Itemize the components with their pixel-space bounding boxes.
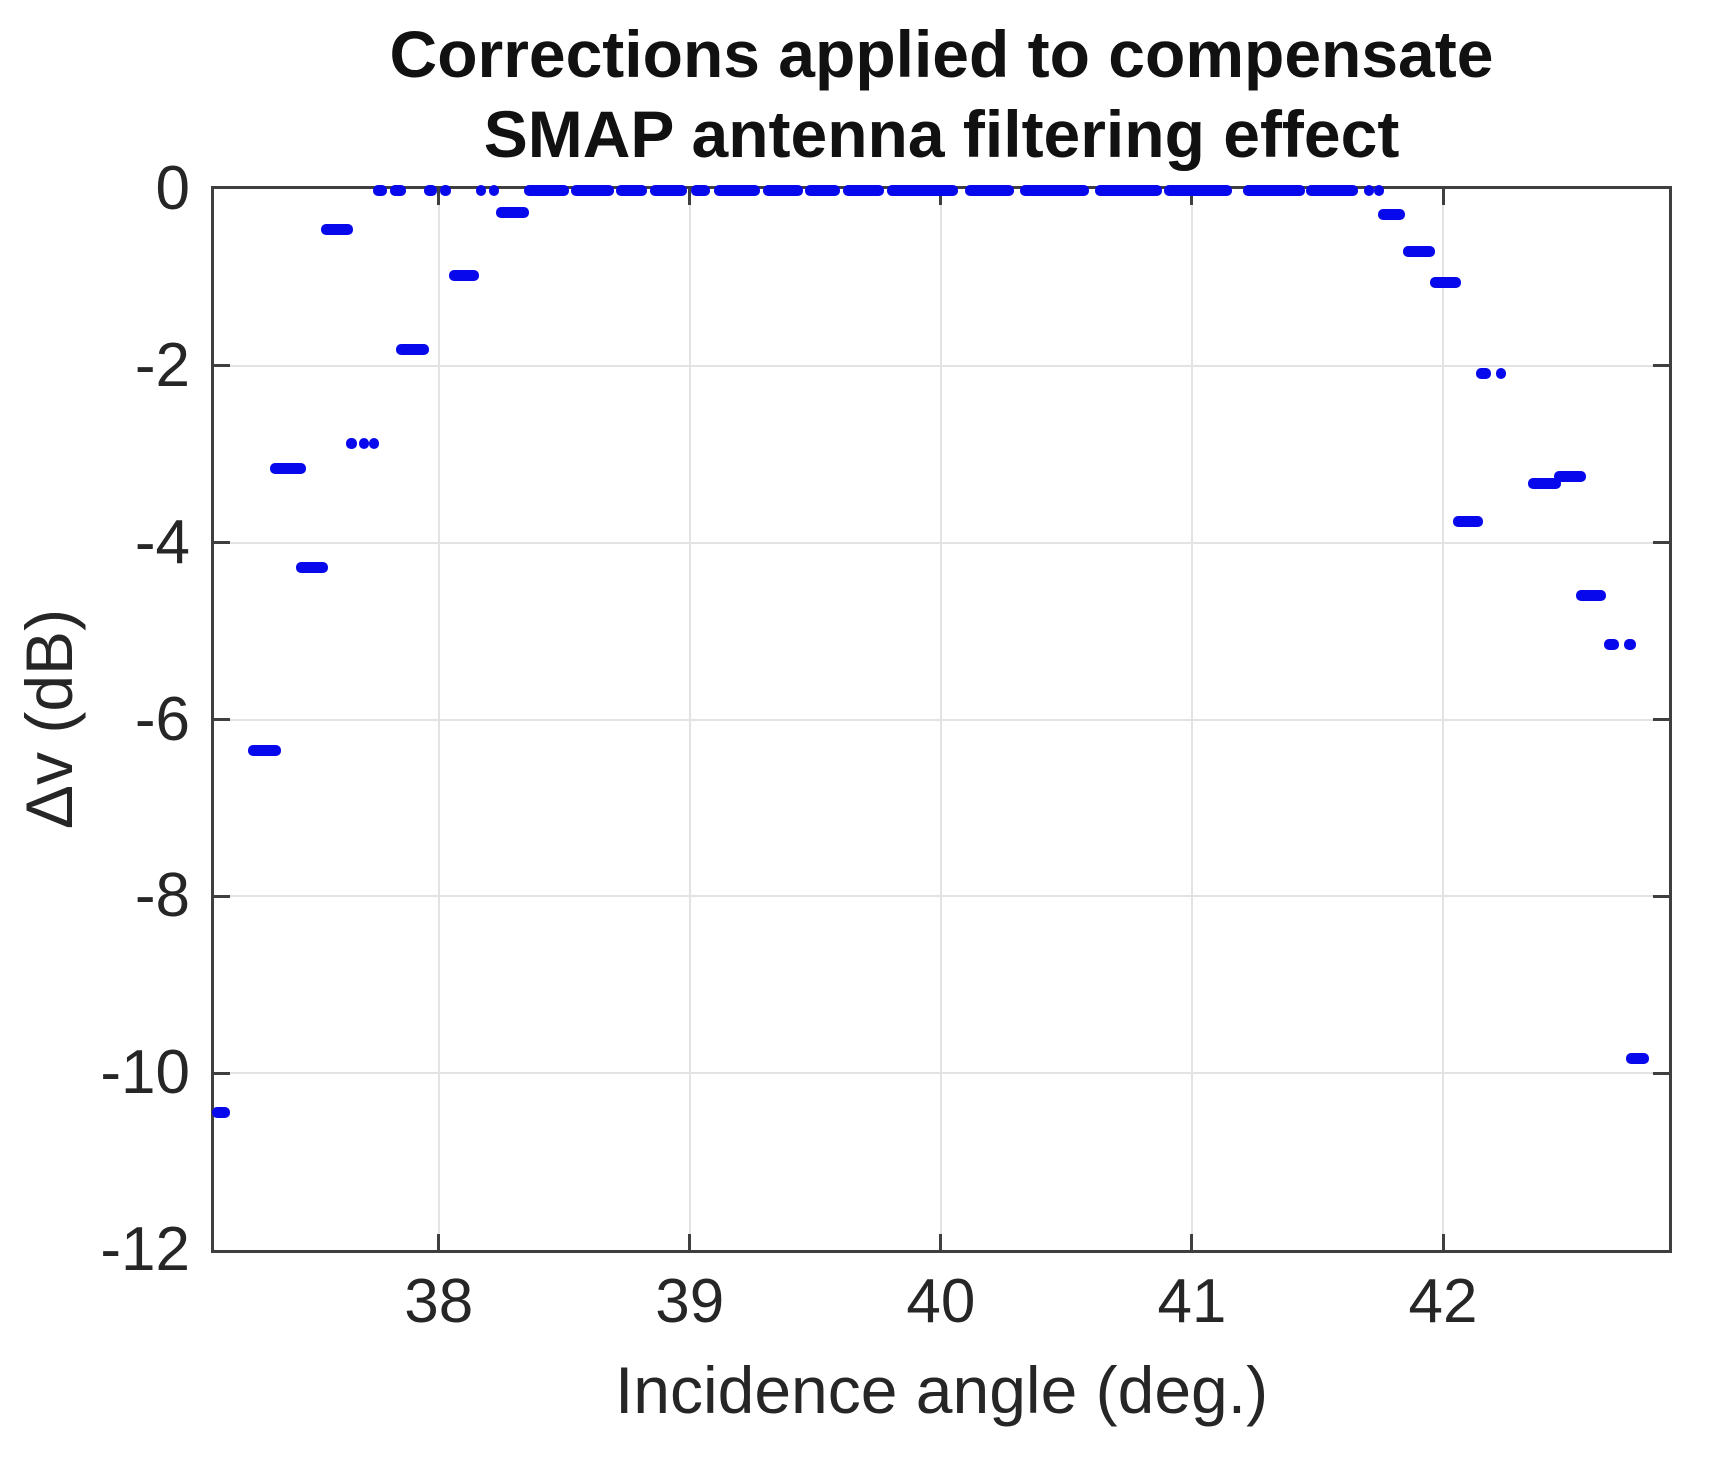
data-dash	[1603, 638, 1619, 650]
data-dash	[1377, 209, 1406, 221]
y-axis-label: Δv (dB)	[12, 608, 86, 830]
data-dash	[1095, 185, 1162, 197]
y-tick-mark	[214, 718, 230, 721]
data-dash	[320, 224, 354, 236]
x-tick-mark-top	[1441, 189, 1445, 205]
data-dash	[345, 438, 358, 450]
data-dash	[1528, 477, 1562, 489]
x-tick-mark-top	[939, 189, 943, 205]
data-dash	[496, 207, 530, 219]
data-dash	[295, 561, 329, 573]
y-tick-mark	[214, 364, 230, 368]
y-tick-label: 0	[155, 154, 190, 223]
x-tick-label: 40	[906, 1267, 976, 1336]
x-tick-mark	[1441, 1234, 1445, 1250]
data-dash	[1495, 368, 1506, 380]
data-dash	[1363, 185, 1374, 197]
x-tick-label: 39	[655, 1267, 725, 1336]
x-tick-label: 38	[404, 1267, 474, 1336]
data-dash	[1164, 185, 1233, 197]
x-tick-label: 41	[1157, 1267, 1227, 1336]
y-tick-mark-right	[1653, 364, 1669, 368]
y-tick-mark-right	[1653, 541, 1669, 545]
y-tick-label: -6	[134, 684, 190, 754]
data-dash	[448, 270, 479, 282]
y-tick-mark-right	[1653, 894, 1669, 898]
data-dash	[368, 438, 379, 450]
data-dash	[211, 1107, 231, 1119]
data-dash	[1626, 1052, 1649, 1064]
data-dash	[488, 185, 499, 197]
x-tick-mark	[1190, 1234, 1194, 1250]
data-dash	[570, 185, 615, 197]
y-gridline	[214, 718, 1669, 721]
data-dash	[423, 185, 438, 197]
data-dash	[1430, 277, 1461, 289]
x-tick-label: 42	[1408, 1267, 1478, 1336]
data-dash	[247, 744, 281, 756]
y-gridline	[214, 364, 1669, 367]
y-tick-mark-right	[1653, 718, 1669, 721]
data-dash	[886, 185, 959, 197]
data-dash	[270, 462, 306, 474]
data-dash	[1243, 185, 1305, 197]
x-tick-mark-top	[437, 189, 441, 205]
data-dash	[691, 185, 710, 197]
data-dash	[476, 185, 487, 197]
data-dash	[396, 343, 429, 355]
data-dash	[1402, 246, 1436, 258]
data-dash	[842, 185, 885, 197]
x-tick-mark-top	[1190, 189, 1194, 205]
x-tick-mark-top	[688, 189, 692, 205]
data-dash	[524, 185, 570, 197]
y-tick-mark-right	[1653, 1071, 1669, 1075]
x-tick-mark	[437, 1234, 441, 1250]
x-axis-label: Incidence angle (deg.)	[614, 1353, 1269, 1427]
y-tick-label: -10	[100, 1038, 190, 1108]
data-dash	[615, 185, 648, 197]
y-gridline	[214, 1072, 1669, 1075]
data-dash	[389, 185, 407, 197]
y-tick-label: -4	[134, 507, 190, 577]
chart-title-line1: Corrections applied to compensate	[389, 17, 1494, 91]
data-dash	[713, 185, 761, 197]
data-dash	[1576, 590, 1607, 602]
data-dash	[1373, 185, 1384, 197]
x-tick-mark	[688, 1234, 692, 1250]
data-dash	[1553, 470, 1587, 482]
data-dash	[649, 185, 688, 197]
y-tick-label: -8	[134, 861, 190, 931]
y-tick-mark	[214, 541, 230, 545]
data-dash	[1306, 185, 1358, 197]
data-dash	[805, 185, 841, 197]
data-dash	[1623, 638, 1637, 650]
y-tick-mark	[214, 1071, 230, 1075]
plot-area	[211, 185, 1672, 1253]
data-dash	[439, 185, 452, 197]
x-tick-mark	[939, 1234, 943, 1250]
y-tick-label: -2	[134, 330, 190, 400]
data-dash	[1475, 368, 1491, 380]
data-dash	[964, 185, 1014, 197]
chart-title: Corrections applied to compensate SMAP a…	[211, 14, 1672, 174]
data-dash	[358, 438, 369, 450]
data-dash	[762, 185, 803, 197]
y-tick-label: -12	[100, 1215, 190, 1284]
y-tick-mark	[214, 894, 230, 898]
data-dash	[1453, 515, 1484, 527]
y-gridline	[214, 895, 1669, 898]
chart-title-line2: SMAP antenna filtering effect	[483, 97, 1400, 171]
y-gridline	[214, 541, 1669, 544]
data-dash	[373, 185, 388, 197]
data-dash	[1019, 185, 1089, 197]
